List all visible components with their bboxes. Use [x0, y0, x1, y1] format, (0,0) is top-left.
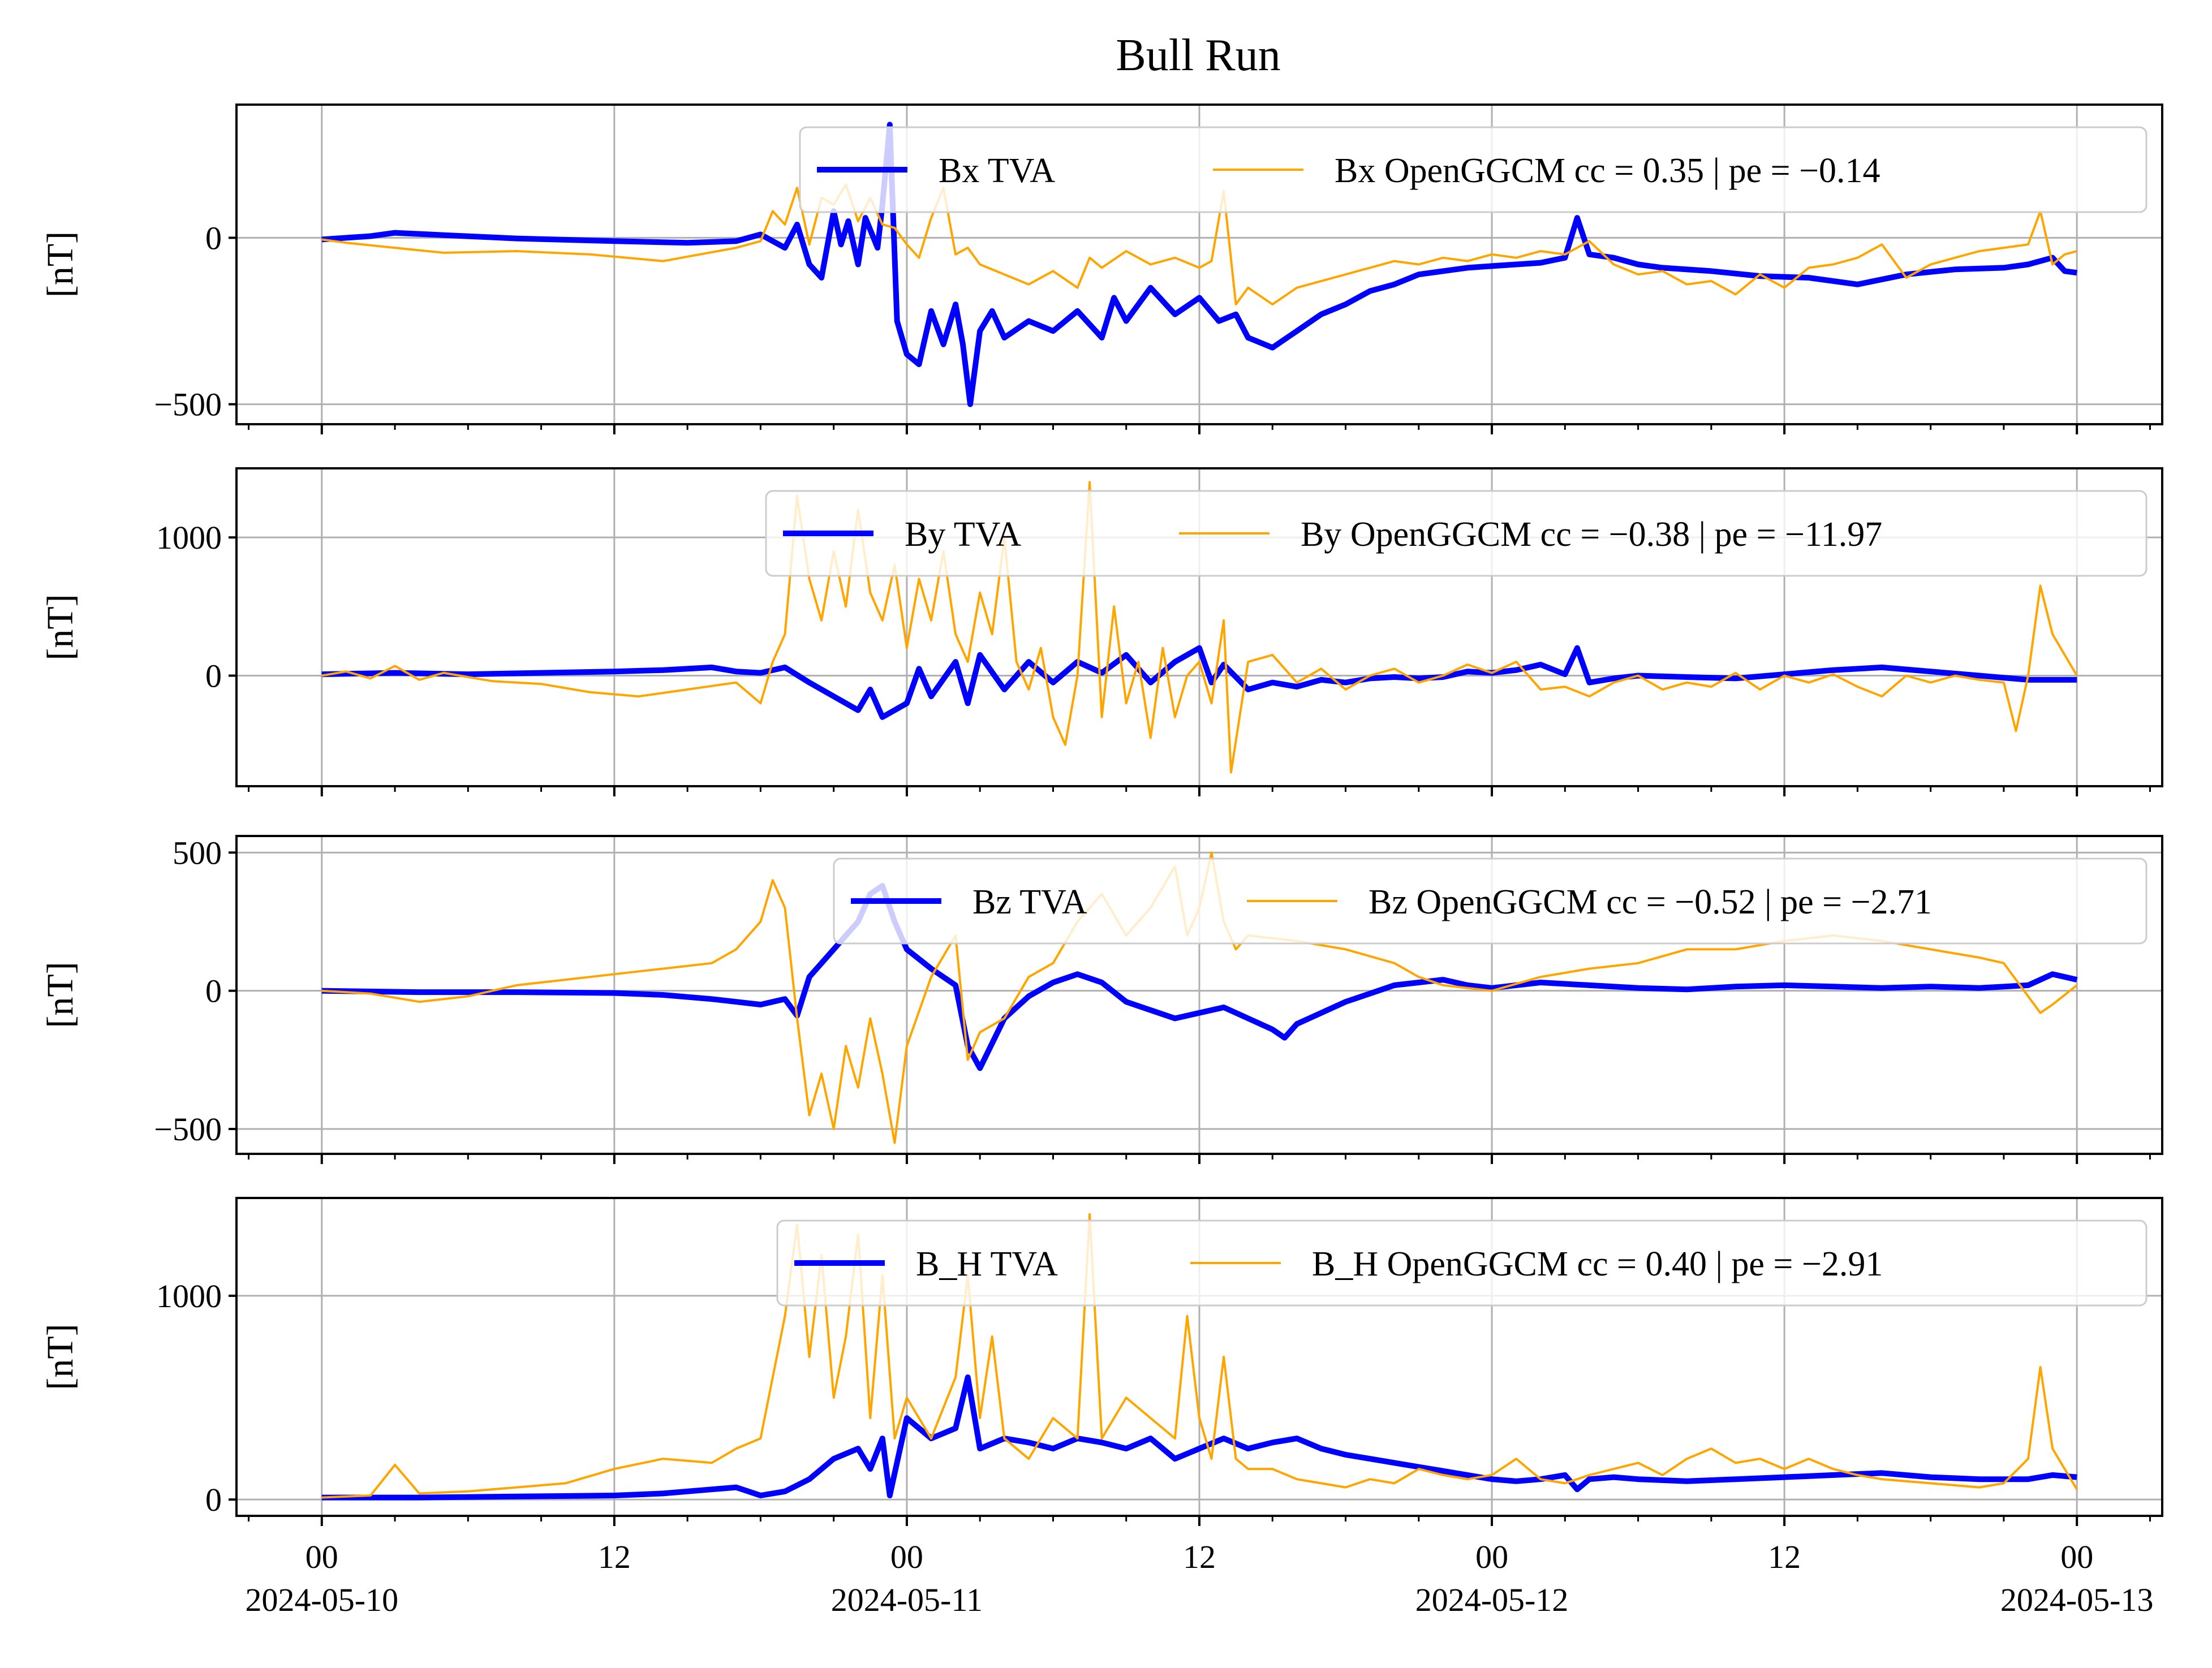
legend-box [765, 490, 2148, 577]
legend: By TVA By OpenGGCM cc = −0.38 | pe = −11.… [765, 490, 2148, 577]
y-tick-label: 1000 [156, 1278, 222, 1314]
legend-label-tva: Bx TVA [939, 152, 1055, 190]
series-line-tva [321, 122, 2077, 407]
legend-label-openggcm: Bx OpenGGCM cc = 0.35 | pe = −0.14 [1335, 152, 1880, 190]
x-tick-label-date: 2024-05-13 [2000, 1581, 2154, 1618]
legend: B_H TVA B_H OpenGGCM cc = 0.40 | pe = −2.… [776, 1219, 2148, 1307]
legend-box [776, 1219, 2148, 1307]
figure-title: Bull Run [1116, 31, 1280, 80]
x-tick-label-time: 00 [2060, 1538, 2093, 1575]
x-tick-label-time: 12 [1768, 1538, 1801, 1575]
series-line-tva [321, 883, 2078, 1071]
y-tick-label: 500 [173, 834, 222, 871]
legend: Bx TVA Bx OpenGGCM cc = 0.35 | pe = −0.14 [799, 126, 2148, 213]
y-tick-label: 0 [205, 219, 222, 256]
series-line-tva [321, 645, 2077, 720]
legend-label-tva: B_H TVA [916, 1245, 1058, 1283]
x-tick-label-date: 2024-05-10 [245, 1581, 398, 1618]
y-axis-label: [nT] [40, 962, 81, 1028]
y-axis-label: [nT] [40, 594, 81, 660]
y-tick-label: 0 [205, 973, 222, 1010]
y-tick-label: 0 [205, 658, 222, 695]
x-tick-label-time: 12 [598, 1538, 631, 1575]
panel-3: −500 0 500 [nT] Bz TVA Bz OpenGGCM cc = −0.52… [40, 834, 2163, 1164]
series-line-tva [321, 1374, 2077, 1501]
series-line-openggcm [321, 1213, 2078, 1499]
legend-box [833, 857, 2148, 945]
y-axis-label: [nT] [40, 1324, 81, 1390]
legend-label-tva: By TVA [905, 515, 1021, 554]
legend-box [799, 126, 2148, 213]
panel-4: 0 1000 [nT] B_H TVA B_H OpenGGCM cc = 0.40 |… [40, 1197, 2163, 1618]
legend-label-tva: Bz TVA [972, 883, 1087, 921]
x-tick-label-time: 00 [1475, 1538, 1508, 1575]
y-tick-label: 0 [205, 1481, 222, 1518]
x-tick-label-time: 12 [1183, 1538, 1216, 1575]
y-tick-label: 1000 [156, 519, 222, 556]
x-tick-label-date: 2024-05-11 [831, 1581, 983, 1618]
x-tick-label-time: 00 [890, 1538, 923, 1575]
panels: −500 0 [nT] Bx TVA Bx OpenGGCM cc = 0.35 | p… [40, 104, 2163, 1618]
legend-label-openggcm: Bz OpenGGCM cc = −0.52 | pe = −2.71 [1368, 883, 1932, 921]
x-tick-label-time: 00 [305, 1538, 338, 1575]
legend: Bz TVA Bz OpenGGCM cc = −0.52 | pe = −2.7… [833, 857, 2148, 945]
legend-label-openggcm: B_H OpenGGCM cc = 0.40 | pe = −2.91 [1312, 1245, 1883, 1283]
legend-label-openggcm: By OpenGGCM cc = −0.38 | pe = −11.97 [1301, 515, 1882, 554]
panel-1: −500 0 [nT] Bx TVA Bx OpenGGCM cc = 0.35 | p… [40, 104, 2163, 434]
panel-2: 0 1000 [nT] By TVA By OpenGGCM cc = −0.38 | … [40, 467, 2163, 796]
x-tick-label-date: 2024-05-12 [1415, 1581, 1569, 1618]
y-tick-label: −500 [154, 386, 222, 423]
y-tick-label: −500 [154, 1111, 222, 1148]
y-axis-label: [nT] [40, 231, 81, 298]
